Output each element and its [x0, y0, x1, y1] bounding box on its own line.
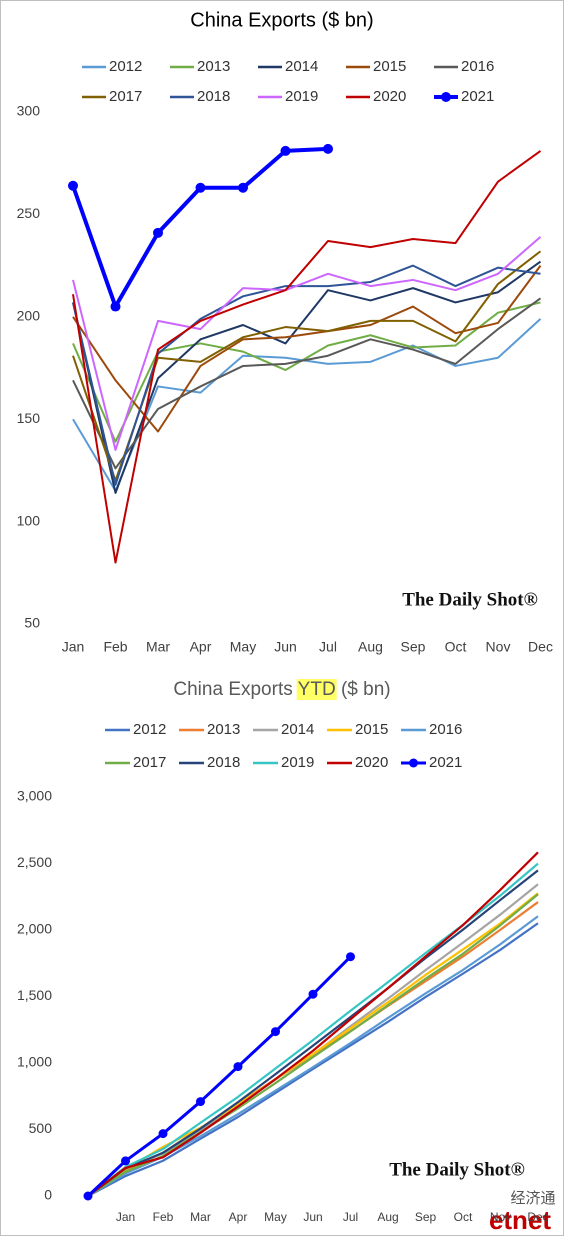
- x-tick-label: Apr: [190, 639, 212, 655]
- title-part: China Exports: [173, 679, 292, 700]
- x-tick-label: Dec: [528, 639, 553, 655]
- legend-marker: [441, 92, 451, 102]
- marker: [158, 1129, 168, 1139]
- series-line: [72, 318, 542, 492]
- marker: [196, 1097, 205, 1107]
- legend-label: 2019: [285, 88, 318, 105]
- marker: [153, 227, 163, 238]
- marker: [346, 952, 355, 962]
- y-tick-label: 2,500: [17, 854, 52, 870]
- x-tick-label: Aug: [377, 1210, 398, 1224]
- legend-marker: [409, 758, 418, 768]
- legend-label: 2015: [355, 721, 388, 738]
- marker: [323, 143, 333, 154]
- y-tick-label: 150: [17, 410, 41, 426]
- x-tick-label: Apr: [229, 1210, 248, 1224]
- series-line: [87, 869, 539, 1197]
- x-tick-label: Oct: [454, 1210, 473, 1224]
- x-tick-label: Aug: [358, 639, 383, 655]
- legend-label: 2021: [461, 88, 494, 105]
- marker: [83, 1191, 93, 1201]
- legend-label: 2013: [207, 721, 240, 738]
- legend-label: 2013: [197, 58, 230, 75]
- x-tick-label: Dec: [527, 1210, 548, 1224]
- y-tick-label: 250: [17, 205, 41, 221]
- x-tick-label: May: [230, 639, 256, 655]
- marker: [195, 182, 206, 193]
- x-tick-label: Jun: [303, 1210, 322, 1224]
- chart-title: China Exports ($ bn): [190, 9, 373, 31]
- marker: [121, 1156, 130, 1166]
- x-tick-label: Jan: [116, 1210, 135, 1224]
- title-part: YTD: [298, 679, 336, 700]
- x-tick-label: Jan: [62, 639, 85, 655]
- legend-label: 2018: [197, 88, 230, 105]
- marker: [110, 301, 121, 312]
- series-line: [86, 955, 352, 1198]
- x-tick-label: Sep: [401, 639, 426, 655]
- x-tick-label: Sep: [415, 1210, 437, 1224]
- marker: [238, 182, 248, 193]
- x-tick-label: Feb: [103, 639, 127, 655]
- legend-label: 2019: [281, 754, 314, 771]
- y-tick-label: 1,000: [17, 1054, 52, 1070]
- series-line: [72, 301, 541, 443]
- watermark-etnet: etnet: [489, 1205, 551, 1235]
- legend-label: 2012: [133, 721, 166, 738]
- title-part: ($ bn): [341, 679, 391, 700]
- legend-label: 2016: [461, 58, 494, 75]
- x-tick-label: Nov: [486, 639, 511, 655]
- marker: [271, 1027, 280, 1037]
- series-line: [87, 892, 539, 1197]
- legend-label: 2015: [373, 58, 406, 75]
- marker: [68, 180, 78, 191]
- x-tick-label: Mar: [146, 639, 170, 655]
- legend-label: 2020: [355, 754, 388, 771]
- chart-title: China Exports YTD ($ bn): [173, 679, 390, 700]
- legend-label: 2014: [281, 721, 314, 738]
- y-tick-label: 50: [24, 615, 40, 631]
- y-tick-label: 0: [44, 1187, 52, 1203]
- x-tick-label: May: [264, 1210, 287, 1224]
- legend-label: 2014: [285, 58, 318, 75]
- watermark: The Daily Shot®: [402, 589, 538, 610]
- legend-label: 2021: [429, 754, 462, 771]
- y-tick-label: 100: [17, 512, 41, 528]
- y-tick-label: 200: [17, 308, 41, 324]
- series-line: [72, 236, 542, 451]
- y-tick-label: 1,500: [17, 987, 52, 1003]
- x-tick-label: Jul: [319, 639, 337, 655]
- series-line: [72, 150, 542, 564]
- x-tick-label: Feb: [153, 1210, 174, 1224]
- x-tick-label: Jul: [343, 1210, 358, 1224]
- watermark-cn: 经济通: [510, 1190, 555, 1207]
- x-tick-label: Oct: [445, 639, 467, 655]
- x-tick-label: Nov: [490, 1210, 511, 1224]
- y-tick-label: 300: [17, 103, 41, 119]
- title-highlight: [296, 679, 337, 701]
- x-tick-label: Mar: [190, 1210, 211, 1224]
- watermark: The Daily Shot®: [389, 1159, 525, 1180]
- series-line: [87, 851, 539, 1197]
- legend-label: 2017: [109, 88, 142, 105]
- legend-label: 2016: [429, 721, 462, 738]
- legend-label: 2018: [207, 754, 240, 771]
- series-line: [72, 260, 542, 494]
- marker: [233, 1062, 243, 1072]
- marker: [308, 989, 318, 999]
- marker: [280, 145, 291, 156]
- x-tick-label: Jun: [274, 639, 297, 655]
- legend-label: 2020: [373, 88, 406, 105]
- legend-label: 2012: [109, 58, 142, 75]
- legend-label: 2017: [133, 754, 166, 771]
- y-tick-label: 500: [29, 1120, 53, 1136]
- series-line: [72, 297, 542, 470]
- series-line: [72, 264, 541, 486]
- series-line: [87, 922, 539, 1197]
- y-tick-label: 3,000: [17, 788, 52, 804]
- series-line: [87, 893, 539, 1197]
- y-tick-label: 2,000: [17, 921, 52, 937]
